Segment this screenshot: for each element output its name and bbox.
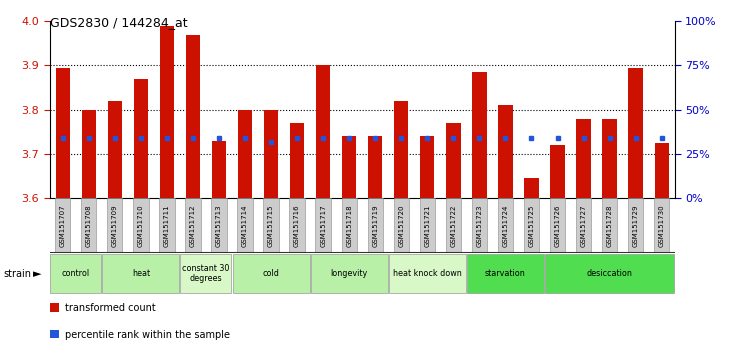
Bar bbox=[186, 34, 200, 198]
Bar bbox=[577, 119, 591, 198]
Text: GSM151712: GSM151712 bbox=[190, 204, 196, 247]
Text: GSM151727: GSM151727 bbox=[580, 204, 586, 247]
Text: strain: strain bbox=[4, 269, 31, 279]
Bar bbox=[160, 25, 174, 198]
Text: constant 30
degrees: constant 30 degrees bbox=[182, 264, 230, 283]
Text: desiccation: desiccation bbox=[587, 269, 632, 278]
Text: GDS2830 / 144284_at: GDS2830 / 144284_at bbox=[50, 16, 187, 29]
Bar bbox=[629, 68, 643, 198]
Text: GSM151715: GSM151715 bbox=[268, 204, 274, 247]
Bar bbox=[341, 198, 357, 253]
Text: GSM151714: GSM151714 bbox=[242, 204, 248, 247]
Bar bbox=[472, 72, 487, 198]
Bar bbox=[212, 141, 226, 198]
Text: heat: heat bbox=[132, 269, 150, 278]
Bar bbox=[471, 198, 487, 253]
Text: cold: cold bbox=[262, 269, 279, 278]
Text: transformed count: transformed count bbox=[65, 303, 156, 313]
Text: GSM151726: GSM151726 bbox=[555, 204, 561, 247]
Text: GSM151711: GSM151711 bbox=[164, 204, 170, 247]
Bar bbox=[181, 254, 232, 293]
Bar bbox=[576, 198, 591, 253]
Bar bbox=[133, 198, 148, 253]
Bar bbox=[446, 123, 461, 198]
Bar bbox=[467, 254, 544, 293]
Bar bbox=[654, 198, 670, 253]
Bar bbox=[628, 198, 643, 253]
Text: GSM151718: GSM151718 bbox=[346, 204, 352, 247]
Bar bbox=[342, 136, 356, 198]
Bar bbox=[393, 198, 409, 253]
Text: GSM151730: GSM151730 bbox=[659, 204, 664, 247]
Text: starvation: starvation bbox=[485, 269, 526, 278]
Text: GSM151710: GSM151710 bbox=[138, 204, 144, 247]
Bar bbox=[368, 136, 382, 198]
Bar bbox=[50, 254, 102, 293]
Bar bbox=[498, 198, 513, 253]
Text: GSM151723: GSM151723 bbox=[477, 204, 482, 247]
Text: GSM151728: GSM151728 bbox=[607, 204, 613, 247]
Bar bbox=[420, 136, 434, 198]
Bar bbox=[232, 254, 310, 293]
Bar bbox=[56, 68, 70, 198]
Text: ►: ► bbox=[33, 269, 42, 279]
Bar bbox=[446, 198, 461, 253]
Text: GSM151722: GSM151722 bbox=[450, 205, 456, 247]
Bar bbox=[550, 145, 564, 198]
Text: GSM151709: GSM151709 bbox=[112, 204, 118, 247]
Text: GSM151720: GSM151720 bbox=[398, 204, 404, 247]
Bar bbox=[107, 101, 122, 198]
Bar bbox=[368, 198, 383, 253]
Bar bbox=[524, 198, 539, 253]
Text: GSM151721: GSM151721 bbox=[424, 204, 431, 247]
Text: GSM151717: GSM151717 bbox=[320, 204, 326, 247]
Text: control: control bbox=[61, 269, 90, 278]
Text: GSM151724: GSM151724 bbox=[502, 205, 509, 247]
Text: GSM151716: GSM151716 bbox=[294, 204, 300, 247]
Text: heat knock down: heat knock down bbox=[393, 269, 462, 278]
Bar bbox=[211, 198, 227, 253]
Bar bbox=[238, 198, 253, 253]
Bar bbox=[602, 119, 617, 198]
Bar bbox=[550, 198, 565, 253]
Text: GSM151713: GSM151713 bbox=[216, 204, 222, 247]
Bar bbox=[316, 65, 330, 198]
Bar bbox=[55, 198, 70, 253]
Bar bbox=[290, 123, 304, 198]
Bar bbox=[602, 198, 617, 253]
Bar bbox=[316, 198, 331, 253]
Bar bbox=[289, 198, 305, 253]
Bar bbox=[185, 198, 200, 253]
Bar bbox=[102, 254, 179, 293]
Bar bbox=[389, 254, 466, 293]
Bar bbox=[159, 198, 175, 253]
Bar bbox=[81, 198, 96, 253]
Bar bbox=[499, 105, 512, 198]
Text: GSM151719: GSM151719 bbox=[372, 204, 378, 247]
Bar bbox=[107, 198, 123, 253]
Text: longevity: longevity bbox=[330, 269, 368, 278]
Text: GSM151708: GSM151708 bbox=[86, 204, 92, 247]
Text: GSM151729: GSM151729 bbox=[632, 204, 639, 247]
Bar bbox=[82, 110, 96, 198]
Bar bbox=[394, 101, 409, 198]
Bar bbox=[264, 110, 279, 198]
Bar bbox=[263, 198, 279, 253]
Bar bbox=[134, 79, 148, 198]
Bar bbox=[524, 178, 539, 198]
Bar bbox=[654, 143, 669, 198]
Text: percentile rank within the sample: percentile rank within the sample bbox=[65, 330, 230, 340]
Bar bbox=[238, 110, 252, 198]
Bar bbox=[311, 254, 387, 293]
Bar bbox=[545, 254, 674, 293]
Bar bbox=[420, 198, 435, 253]
Text: GSM151707: GSM151707 bbox=[60, 204, 66, 247]
Text: GSM151725: GSM151725 bbox=[529, 205, 534, 247]
